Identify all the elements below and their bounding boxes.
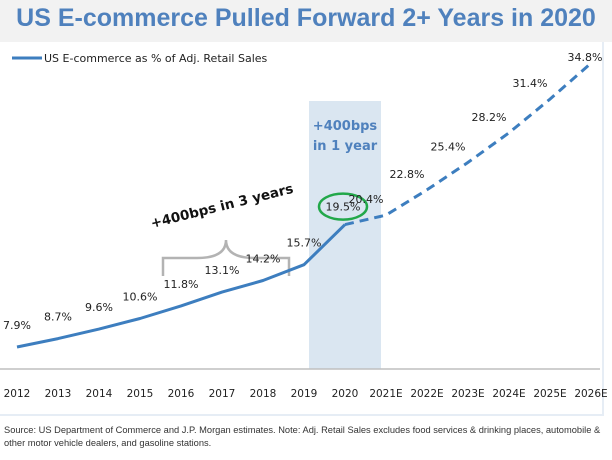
- chart-frame: [0, 42, 604, 416]
- data-label: 7.9%: [3, 319, 31, 332]
- data-label: 10.6%: [123, 291, 158, 304]
- x-tick-label: 2020: [332, 388, 359, 400]
- data-label: 25.4%: [431, 140, 466, 153]
- band-annotation-line-2: in 1 year: [313, 139, 378, 154]
- x-tick-labels: 2012 2013 2014 2015 2016 2017 2018 2019 2020 2021…: [4, 388, 608, 400]
- legend: US E-commerce as % of Adj. Retail Sales: [12, 52, 268, 65]
- series-line-actual: [16, 223, 347, 349]
- data-label: 9.6%: [85, 301, 113, 314]
- data-label: 22.8%: [390, 168, 425, 181]
- x-tick-label: 2015: [127, 388, 154, 400]
- data-label: 19.5%: [326, 201, 361, 214]
- bracket-annotation: +400bps in 3 years: [149, 181, 295, 232]
- x-tick-label: 2023E: [451, 388, 484, 400]
- series-line-estimate: [344, 62, 592, 227]
- x-tick-label: 2016: [168, 388, 195, 400]
- x-tick-label: 2012: [4, 388, 31, 400]
- bracket-3-years: [161, 239, 291, 276]
- data-label: 8.7%: [44, 311, 72, 324]
- x-tick-label: 2024E: [492, 388, 525, 400]
- data-label: 20.4%: [349, 193, 384, 206]
- x-tick-label: 2017: [209, 388, 236, 400]
- x-tick-label: 2025E: [533, 388, 566, 400]
- data-label: 11.8%: [164, 278, 199, 291]
- data-label: 31.4%: [513, 77, 548, 90]
- data-label: 15.7%: [287, 237, 322, 250]
- x-tick-label: 2013: [45, 388, 72, 400]
- band-annotation: +400bps in 1 year: [313, 119, 378, 154]
- data-labels: 7.9% 8.7% 9.6% 10.6% 11.8% 13.1% 14.2% 15.7% 19.…: [3, 51, 602, 332]
- highlight-circle-2020: [317, 192, 369, 221]
- highlight-band-2020: [309, 101, 381, 369]
- band-annotation-line-1: +400bps: [313, 119, 378, 134]
- legend-label: US E-commerce as % of Adj. Retail Sales: [44, 52, 268, 65]
- data-label: 28.2%: [472, 111, 507, 124]
- chart-svg: US E-commerce as % of Adj. Retail Sales …: [0, 51, 608, 400]
- chart-title: US E-commerce Pulled Forward 2+ Years in…: [16, 4, 596, 32]
- source-note: Source: US Department of Commerce and J.…: [4, 425, 601, 448]
- x-tick-label: 2014: [86, 388, 113, 400]
- x-tick-label: 2018: [250, 388, 277, 400]
- title-band: [0, 0, 612, 42]
- x-tick-label: 2022E: [410, 388, 443, 400]
- data-label: 34.8%: [568, 51, 603, 64]
- data-label: 14.2%: [246, 253, 281, 266]
- data-label: 13.1%: [205, 264, 240, 277]
- x-tick-label: 2021E: [369, 388, 402, 400]
- x-tick-label: 2019: [291, 388, 318, 400]
- x-tick-label: 2026E: [574, 388, 607, 400]
